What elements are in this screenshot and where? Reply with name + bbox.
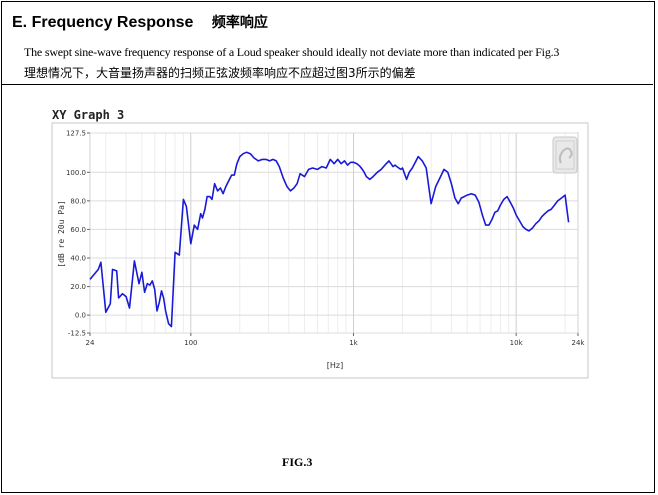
y-tick-label: -12.5 bbox=[68, 330, 86, 338]
y-tick-label: 0.0 bbox=[75, 312, 86, 320]
section-title-cn: 频率响应 bbox=[211, 15, 268, 31]
y-tick-label: 40.0 bbox=[70, 255, 86, 263]
tick-labels: 127.5 100.0 80.0 60.0 40.0 20.0 0.0 -12.524 100 1… bbox=[66, 130, 585, 348]
y-axis-label: [dB re 20u Pa] bbox=[57, 200, 66, 267]
x-tick-label: 24k bbox=[572, 339, 586, 347]
x-tick-label: 24 bbox=[86, 339, 95, 347]
x-tick-label: 1k bbox=[349, 339, 358, 347]
section-title: E. Frequency Response bbox=[12, 14, 194, 31]
y-tick-label: 20.0 bbox=[70, 283, 86, 291]
figure-caption: FIG.3 bbox=[282, 455, 313, 469]
description-chinese: 理想情况下，大音量扬声器的扫频正弦波频率响应不应超过图3所示的偏差 bbox=[24, 66, 416, 80]
graph-title: XY Graph 3 bbox=[52, 108, 125, 122]
graph-panel-border bbox=[51, 122, 589, 379]
y-tick-label: 127.5 bbox=[66, 130, 86, 138]
section-divider bbox=[2, 84, 653, 85]
y-tick-label: 80.0 bbox=[70, 197, 86, 205]
watermark-icon bbox=[552, 136, 578, 174]
plot-area bbox=[89, 132, 579, 334]
section-heading: E. Frequency Response 频率响应 bbox=[12, 12, 268, 32]
x-tick-label: 10k bbox=[510, 339, 524, 347]
x-tick-label: 100 bbox=[184, 339, 197, 347]
series-layer bbox=[89, 151, 570, 328]
y-tick-label: 100.0 bbox=[66, 169, 86, 177]
y-tick-label: 60.0 bbox=[70, 226, 86, 234]
description-english: The swept sine-wave frequency response o… bbox=[24, 45, 560, 59]
x-axis-label: [Hz] bbox=[327, 361, 343, 370]
response-series-line bbox=[89, 151, 570, 328]
